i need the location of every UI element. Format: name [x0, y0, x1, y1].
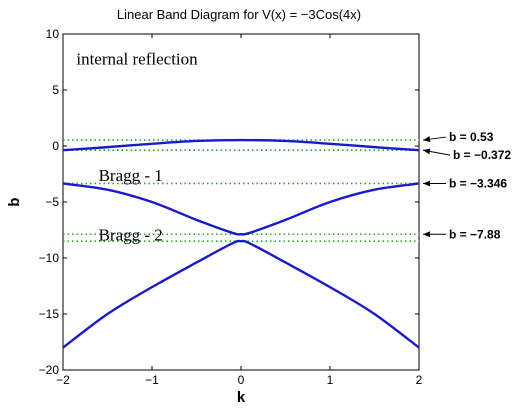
y-tick-label: 0 — [52, 139, 59, 153]
x-tick-label: 2 — [416, 373, 423, 387]
band-curve-3 — [62, 239, 420, 349]
annotation-2: Bragg - 2 — [99, 225, 163, 244]
x-tick-label: −1 — [145, 373, 159, 387]
band-arrow-head-0 — [423, 136, 431, 143]
band-arrow-head-2 — [423, 180, 430, 187]
band-curve-1 — [62, 138, 420, 152]
y-tick-label: 10 — [46, 27, 60, 41]
band-label-3: b = −7.88 — [449, 227, 501, 241]
band-arrow-head-3 — [423, 231, 430, 238]
y-axis-label: b — [6, 197, 23, 206]
y-tick-label: −5 — [45, 195, 59, 209]
band-arrow-head-1 — [423, 148, 431, 155]
x-tick-label: 1 — [327, 373, 334, 387]
plot-frame — [62, 33, 420, 371]
x-tick-label: −2 — [56, 373, 70, 387]
annotation-1: Bragg - 1 — [99, 166, 163, 185]
y-tick-label: −15 — [39, 307, 60, 321]
y-tick-label: 5 — [52, 83, 59, 97]
y-tick-label: −10 — [39, 251, 60, 265]
band-label-0: b = 0.53 — [449, 130, 494, 144]
annotation-0: internal reflection — [76, 50, 198, 69]
band-label-1: b = −0.372 — [453, 148, 511, 162]
chart-title: Linear Band Diagram for V(x) = −3Cos(4x) — [117, 7, 361, 22]
band-curve-2 — [62, 182, 420, 236]
x-tick-label: 0 — [238, 373, 245, 387]
y-tick-label: −20 — [39, 363, 60, 377]
band-label-2: b = −3.346 — [449, 176, 507, 190]
x-axis-label: k — [237, 389, 246, 406]
